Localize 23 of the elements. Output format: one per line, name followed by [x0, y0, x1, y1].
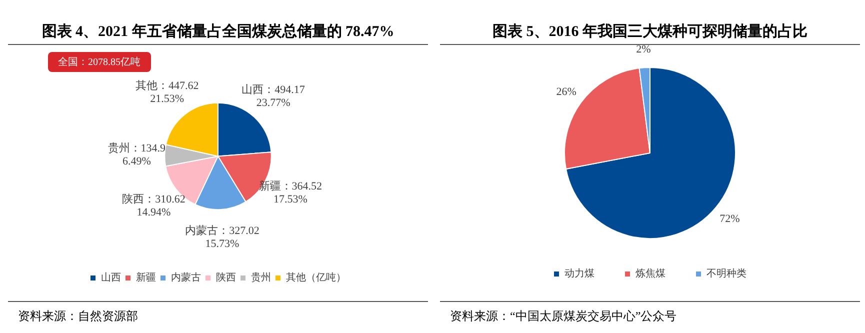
category-label: 其他（亿吨）	[286, 272, 346, 284]
data-label: 贵州：134.9 6.49%	[108, 141, 166, 168]
data-label: 其他：447.62 21.53%	[135, 79, 199, 106]
text: 资料来源：“中国太原煤炭交易中心”公众号	[440, 301, 860, 325]
legend-label: 新疆	[136, 272, 156, 284]
legend-label: 山西	[101, 272, 121, 284]
data-label: 内蒙古：327.02 15.73%	[185, 224, 260, 250]
legend-label: 陕西	[216, 272, 236, 284]
legend-label: 贵州	[251, 272, 271, 284]
data-label: 陕西：310.62 14.94%	[122, 193, 186, 218]
data-label: 26%	[556, 86, 576, 98]
text: 全国：2078.85亿吨	[48, 52, 150, 72]
data-label: 72%	[720, 212, 740, 225]
legend-label: 内蒙古	[171, 272, 201, 284]
legend-label: 不明种类	[706, 268, 746, 280]
legend-label: 动力煤	[564, 268, 594, 280]
text: 资料来源：自然资源部	[8, 301, 428, 325]
legend-label: 炼焦煤	[636, 268, 666, 280]
data-label: 2%	[636, 44, 651, 56]
data-label: 新疆：364.52 17.53%	[258, 180, 322, 206]
chart-title: 图表 5、2016 年我国三大煤种可探明储量的占比	[440, 22, 860, 45]
data-label: 山西：494.17 23.77%	[242, 82, 306, 109]
chart-title: 图表 4、2021 年五省储量占全国煤炭总储量的 78.47%	[8, 22, 428, 45]
